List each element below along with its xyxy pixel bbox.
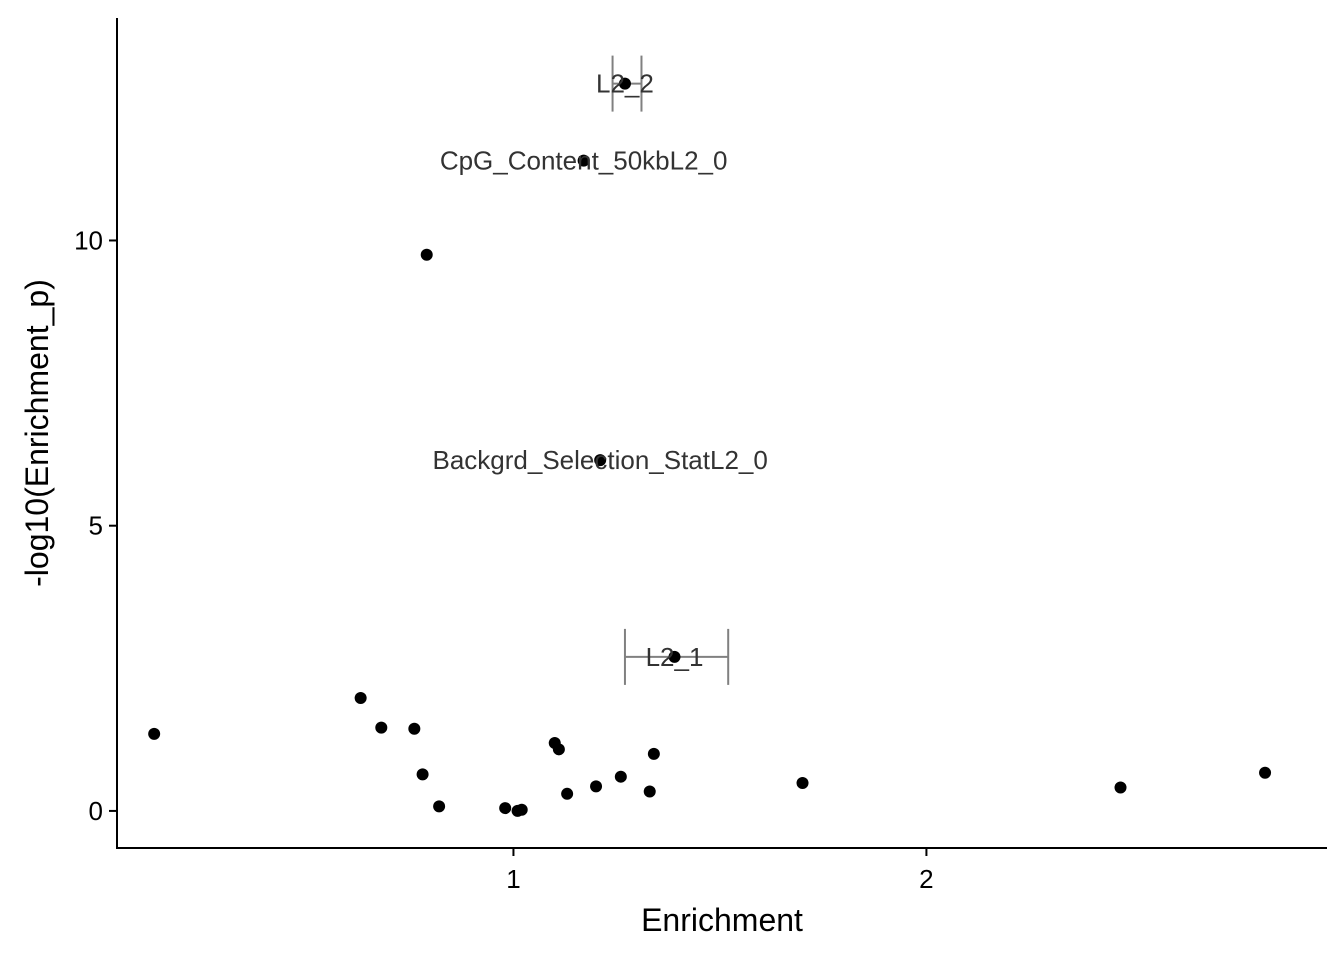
data-point	[1114, 781, 1127, 794]
data-point	[499, 802, 512, 815]
data-point	[148, 727, 161, 740]
point-label: CpG_Content_50kbL2_0	[440, 146, 728, 176]
data-point	[515, 803, 528, 816]
x-tick-label: 2	[919, 864, 933, 894]
data-point	[643, 785, 656, 798]
data-point	[614, 770, 627, 783]
data-point	[594, 454, 607, 467]
data-point	[1259, 766, 1272, 779]
data-point	[647, 747, 660, 760]
data-point	[375, 721, 388, 734]
data-point	[796, 776, 809, 789]
x-tick-label: 1	[506, 864, 520, 894]
data-point	[590, 780, 603, 793]
y-axis-title: -log10(Enrichment_p)	[19, 279, 55, 587]
point-label: L2_1	[646, 642, 704, 672]
data-point	[416, 768, 429, 781]
data-point	[420, 248, 433, 261]
data-point	[618, 77, 631, 90]
data-point	[354, 691, 367, 704]
plot-area: L2_2 CpG_Content_50kbL2_0 Backgrd_Selectio…	[148, 55, 1272, 817]
axis-ticks: 1 2 0 5 10	[74, 225, 934, 894]
y-tick-label: 0	[89, 796, 103, 826]
y-tick-label: 10	[74, 225, 103, 255]
point-label: Backgrd_Selection_StatL2_0	[432, 445, 767, 475]
data-point	[433, 800, 446, 813]
data-point	[561, 787, 574, 800]
data-point	[577, 154, 590, 167]
data-point	[552, 743, 565, 756]
data-point	[668, 650, 681, 663]
y-tick-label: 5	[89, 511, 103, 541]
point-label: L2_2	[596, 69, 654, 99]
data-point	[408, 722, 421, 735]
x-axis-title: Enrichment	[641, 902, 803, 938]
